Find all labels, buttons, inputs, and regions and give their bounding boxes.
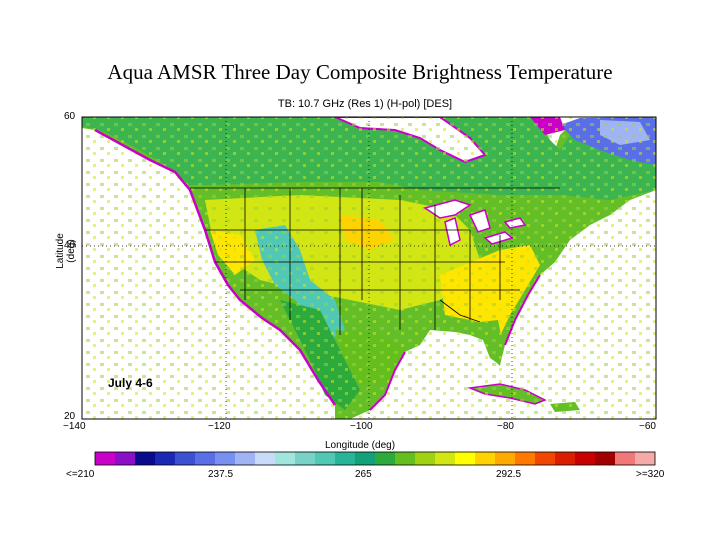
colorbar-label-max: >=320 <box>636 469 665 480</box>
colorbar-frame <box>94 451 656 466</box>
y-axis-label: Latitude (deg) <box>55 233 77 269</box>
colorbar-swatch <box>215 452 236 465</box>
lat-tick-60: 60 <box>64 111 76 122</box>
colorbar-swatch <box>235 452 256 465</box>
colorbar-swatch <box>135 452 156 465</box>
lon-tick-140: −140 <box>63 421 86 432</box>
x-axis-label: Longitude (deg) <box>324 440 396 451</box>
colorbar-swatch <box>555 452 576 465</box>
colorbar-swatch <box>275 452 296 465</box>
map-title: Aqua AMSR Three Day Composite Brightness… <box>107 60 613 84</box>
great-lakes <box>423 199 527 247</box>
map-subtitle: TB: 10.7 GHz (Res 1) (H-pol) [DES] <box>277 98 453 110</box>
west-coast-outline <box>94 128 337 406</box>
lat-tick-40: 40 <box>64 240 76 251</box>
date-label: July 4-6 <box>108 376 153 390</box>
colorbar-swatch <box>535 452 556 465</box>
colorbar-swatch <box>295 452 316 465</box>
colorbar-swatch <box>95 452 116 465</box>
colorbar-swatch <box>355 452 376 465</box>
plot-frame <box>81 116 657 420</box>
colorbar-swatch <box>615 452 636 465</box>
colorbar-label-292: 292.5 <box>496 469 522 480</box>
colorbar-swatch <box>495 452 516 465</box>
lon-tick-80: −80 <box>497 421 514 432</box>
colorbar-swatch <box>395 452 416 465</box>
colorbar-swatch <box>475 452 496 465</box>
map-plot-area <box>82 117 656 419</box>
lon-tick-100: −100 <box>350 421 373 432</box>
colorbar-swatch <box>375 452 396 465</box>
colorbar-swatch <box>435 452 456 465</box>
colorbar <box>94 451 656 466</box>
colorbar-swatch <box>255 452 276 465</box>
colorbar-label-265: 265 <box>355 469 372 480</box>
colorbar-swatch <box>635 452 656 465</box>
lat-tick-20: 20 <box>64 411 76 422</box>
colorbar-swatch <box>115 452 136 465</box>
colorbar-swatch <box>515 452 536 465</box>
colorbar-swatch <box>315 452 336 465</box>
lon-tick-120: −120 <box>208 421 231 432</box>
lon-tick-60: −60 <box>639 421 656 432</box>
colorbar-swatch <box>575 452 596 465</box>
colorbar-swatch <box>175 452 196 465</box>
colorbar-swatch <box>195 452 216 465</box>
colorbar-label-237: 237.5 <box>208 469 234 480</box>
colorbar-label-min: <=210 <box>66 469 95 480</box>
colorbar-swatch <box>335 452 356 465</box>
colorbar-swatch <box>415 452 436 465</box>
colorbar-swatch <box>155 452 176 465</box>
state-borders <box>190 187 560 335</box>
colorbar-swatch <box>455 452 476 465</box>
colorbar-swatch <box>595 452 616 465</box>
